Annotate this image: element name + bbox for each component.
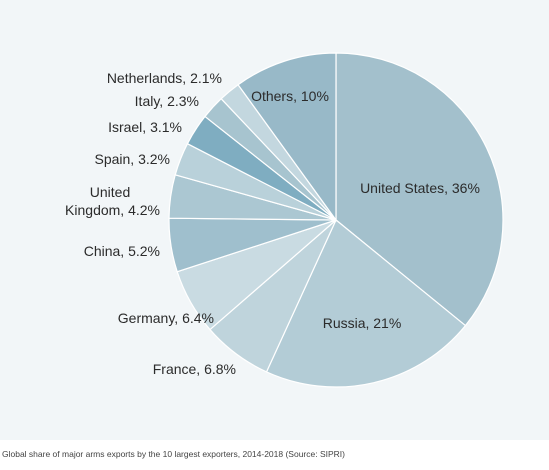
slice-label-united-kingdom: United Kingdom, 4.2% [65,184,160,218]
slice-label-russia: Russia, 21% [323,315,402,331]
chart-caption: Global share of major arms exports by th… [2,449,345,459]
pie-slice-russia [265,219,467,388]
slice-label-italy: Italy, 2.3% [135,93,199,109]
slice-label-china: China, 5.2% [84,243,160,259]
slice-label-israel: Israel, 3.1% [108,119,182,135]
slice-label-netherlands: Netherlands, 2.1% [107,70,222,86]
slice-label-france: France, 6.8% [153,361,236,377]
pie-slice-others [237,52,337,222]
pie-chart: United States, 36% Russia, 21% France, 6.8… [65,52,504,388]
slice-label-germany: Germany, 6.4% [118,310,214,326]
slice-label-others: Others, 10% [251,88,329,104]
slice-label-spain: Spain, 3.2% [95,151,171,167]
slice-label-united-states: United States, 36% [360,180,480,196]
pie-slice-united-states [335,52,504,327]
